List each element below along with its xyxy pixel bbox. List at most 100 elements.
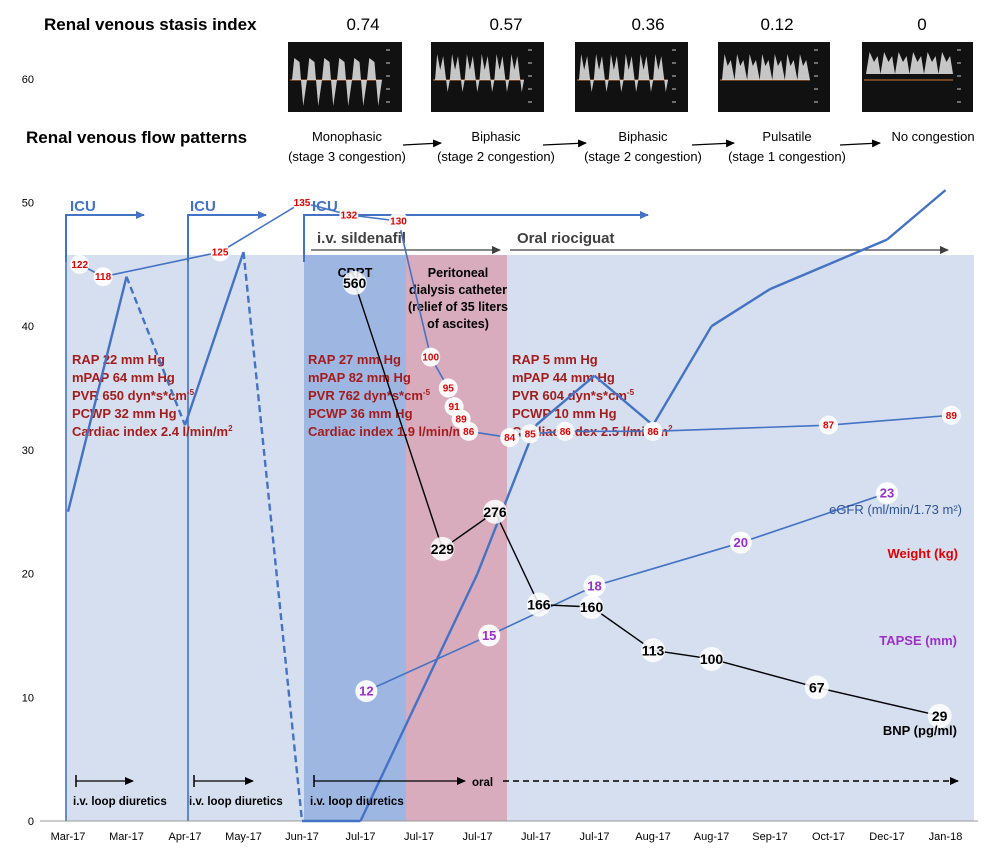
weight-point: 100 [421, 347, 441, 367]
x-tick-label: Jan-18 [929, 831, 963, 843]
svg-text:RAP 22 mm Hg: RAP 22 mm Hg [72, 352, 165, 367]
weight-point: 86 [643, 421, 663, 441]
rvsi-title: Renal venous stasis index [44, 15, 257, 34]
weight-value: 87 [823, 421, 835, 432]
bnp-value: 276 [483, 504, 507, 520]
weight-value: 86 [647, 427, 659, 438]
svg-text:mPAP 82 mm Hg: mPAP 82 mm Hg [308, 370, 411, 385]
pattern-arrow [839, 139, 881, 148]
weight-point: 135 [292, 193, 312, 212]
icu-markers [65, 211, 649, 821]
tapse-value: 18 [587, 578, 601, 593]
bnp-value: 160 [580, 599, 604, 615]
pattern-arrow [691, 139, 735, 148]
weight-point: 85 [520, 424, 540, 444]
x-tick-label: Jul-17 [580, 831, 610, 843]
weight-value: 118 [95, 272, 112, 283]
tapse-point: 18 [583, 574, 606, 597]
x-tick-label: Apr-17 [168, 831, 201, 843]
svg-text:PCWP 32 mm Hg: PCWP 32 mm Hg [72, 406, 177, 421]
pattern-arrow [542, 139, 587, 148]
rvsi-value: 0.74 [346, 15, 379, 34]
x-tick-label: Dec-17 [869, 831, 904, 843]
weight-value: 100 [422, 353, 439, 364]
weight-value: 86 [463, 427, 475, 438]
tapse-point: 15 [478, 624, 501, 647]
weight-point: 125 [210, 242, 230, 262]
tapse-value: 12 [359, 684, 373, 699]
bnp-value: 113 [642, 642, 665, 658]
peritoneal-phase [406, 255, 507, 821]
doppler-thumbnail [575, 42, 688, 112]
egfr-line-segment [828, 238, 888, 266]
icu-label: ICU [70, 198, 96, 215]
egfr-label: eGFR (ml/min/1.73 m²) [829, 502, 962, 517]
weight-value: 85 [525, 429, 537, 440]
weight-point: 86 [459, 421, 479, 441]
bnp-value: 100 [700, 651, 724, 667]
svg-text:PCWP 36 mm Hg: PCWP 36 mm Hg [308, 406, 413, 421]
tapse-value: 15 [482, 628, 496, 643]
svg-text:RAP 5 mm Hg: RAP 5 mm Hg [512, 352, 598, 367]
x-tick-label: Jul-17 [346, 831, 376, 843]
tapse-series: 12 15 18 20 23 [355, 482, 898, 703]
egfr-line-segment [769, 263, 829, 291]
weight-point: 84 [500, 428, 520, 448]
diuretics-timeline [75, 775, 959, 787]
bnp-point: 166 [526, 592, 551, 617]
bnp-point: 160 [579, 594, 604, 619]
weight-label: Weight (kg) [887, 546, 958, 561]
x-tick-label: Sep-17 [752, 831, 787, 843]
bnp-value: 229 [431, 541, 455, 557]
bnp-point: 113 [641, 638, 665, 663]
x-tick-label: May-17 [225, 831, 262, 843]
weight-value: 86 [560, 427, 572, 438]
doppler-thumbnail [862, 42, 973, 112]
rvsi-value: 0.36 [631, 15, 664, 34]
x-tick-label: Mar-17 [51, 831, 86, 843]
oral-label: oral [472, 777, 493, 789]
egfr-line-segment [886, 189, 947, 241]
rvsi-value: 0.12 [760, 15, 793, 34]
weight-value: 132 [340, 210, 357, 221]
bnp-value: 67 [809, 679, 825, 695]
hemodynamics-2: RAP 27 mm Hg mPAP 82 mm Hg PVR 762 dyn*s… [308, 352, 469, 439]
pattern-label: Pulsatile [762, 129, 811, 144]
x-tick-label: Aug-17 [694, 831, 729, 843]
weight-value: 130 [390, 217, 407, 228]
egfr-line-segment [535, 374, 596, 427]
weight-point: 89 [941, 405, 961, 425]
tapse-value: 23 [880, 486, 894, 501]
stage-label: (stage 2 congestion) [584, 149, 702, 164]
weight-value: 91 [449, 402, 461, 413]
y-tick-label: 20 [22, 569, 34, 581]
tapse-point: 20 [729, 531, 752, 554]
egfr-series [66, 189, 947, 823]
bnp-point: 67 [804, 675, 829, 700]
diuretics-label: i.v. loop diuretics [310, 796, 404, 808]
svg-text:mPAP 64 mm Hg: mPAP 64 mm Hg [72, 370, 175, 385]
y-tick-label: 50 [22, 198, 34, 210]
rvsi-value: 0.57 [489, 15, 522, 34]
hemodynamics-1: RAP 22 mm Hg mPAP 64 mm Hg PVR 650 dyn*s… [72, 352, 233, 439]
pattern-arrow [402, 139, 442, 148]
tapse-point: 23 [876, 482, 898, 505]
weight-point: 118 [93, 267, 113, 287]
bnp-series: 560 229 276 166 160 113 100 67 29 [342, 270, 952, 728]
x-axis-ticks: Mar-17 Mar-17 Apr-17 May-17 Jun-17 Jul-17 Jul-… [51, 831, 963, 843]
x-tick-label: Jul-17 [463, 831, 493, 843]
y-tick-label: 40 [22, 321, 34, 333]
egfr-line-segment [593, 374, 654, 427]
x-tick-label: Aug-17 [635, 831, 670, 843]
svg-text:mPAP 44 mm Hg: mPAP 44 mm Hg [512, 370, 615, 385]
weight-point: 87 [819, 415, 838, 435]
egfr-line-segment [476, 424, 538, 575]
peritoneal-label: dialysis catheter [409, 283, 507, 297]
weight-point: 122 [70, 254, 90, 274]
egfr-line-segment [651, 325, 713, 426]
x-tick-label: Jul-17 [404, 831, 434, 843]
svg-text:PVR 762 dyn*s*cm-5: PVR 762 dyn*s*cm-5 [308, 388, 431, 403]
sildenafil-label: i.v. sildenafil [317, 230, 406, 247]
peritoneal-label: (relief of 35 liters [408, 300, 508, 314]
